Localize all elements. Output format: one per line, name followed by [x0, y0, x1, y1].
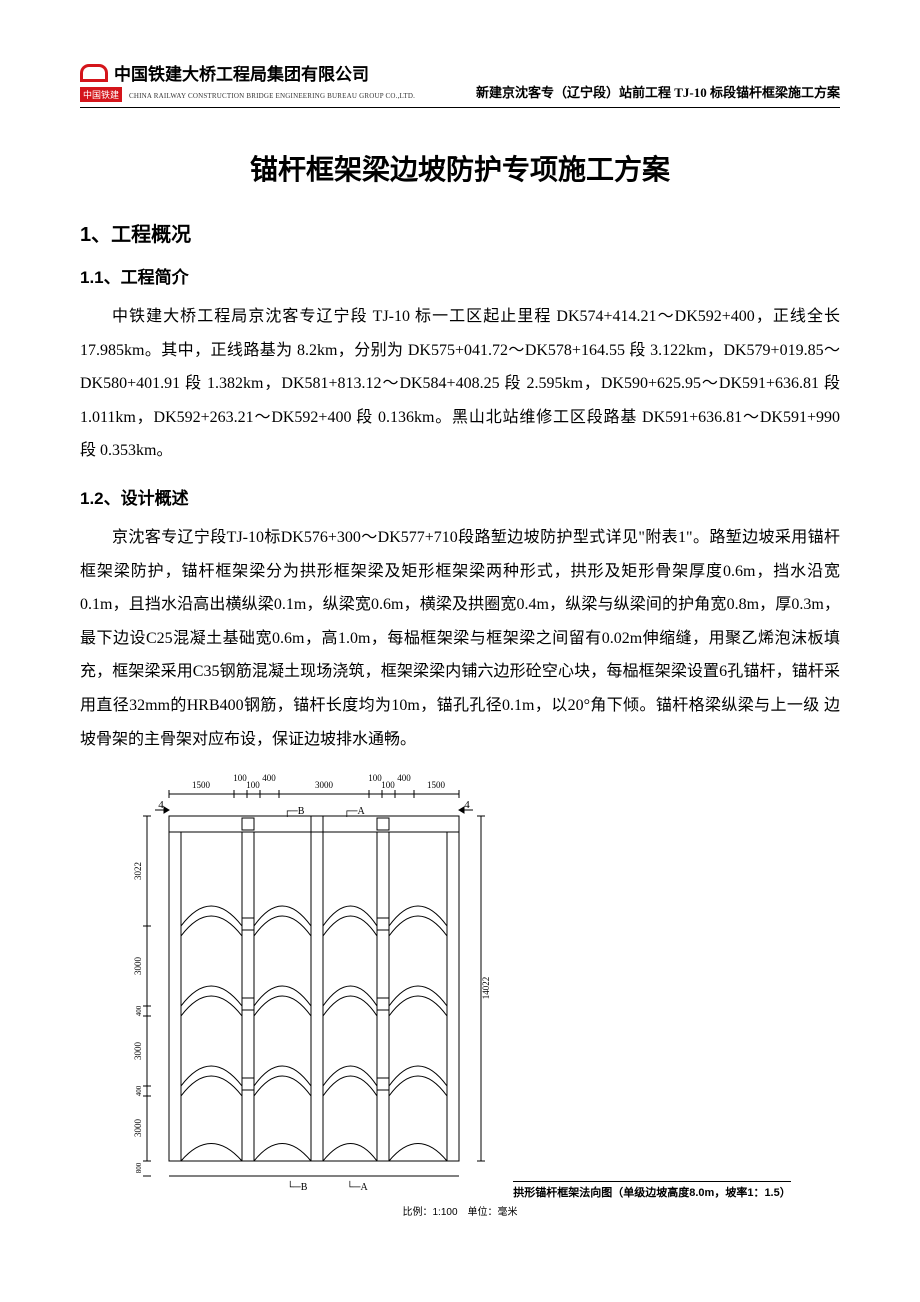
- figure-container: 1500 100 100 400 3000 100 100 400 1500 4…: [80, 766, 840, 1218]
- section-A-bot: └─A: [347, 1180, 369, 1193]
- arch-row-3: [181, 1066, 447, 1096]
- paragraph-intro: 中铁建大桥工程局京沈客专辽宁段 TJ-10 标一工区起止里程 DK574+414…: [80, 300, 840, 468]
- vdim-400-1: 400: [135, 1005, 143, 1016]
- figure-subcaption: 比例：1:100 单位：毫米: [80, 1203, 840, 1218]
- vdim-3000-1: 3000: [133, 957, 143, 976]
- page-header: 中国铁建大桥工程局集团有限公司 中国铁建 CHINA RAILWAY CONST…: [80, 60, 840, 108]
- company-name-cn: 中国铁建大桥工程局集团有限公司: [114, 60, 369, 85]
- vdim-total: 14022: [481, 977, 491, 1000]
- vdim-3000-2: 3000: [133, 1042, 143, 1061]
- header-left: 中国铁建大桥工程局集团有限公司 中国铁建 CHINA RAILWAY CONST…: [80, 60, 415, 103]
- dim-3000: 3000: [315, 780, 334, 790]
- section-B-top: ┌─B: [284, 806, 305, 817]
- dim-1500-r: 1500: [427, 780, 446, 790]
- heading-1-2: 1.2、设计概述: [80, 484, 840, 509]
- section-4-l: 4: [159, 799, 165, 811]
- heading-1: 1、工程概况: [80, 218, 840, 247]
- dim-100-1: 100: [234, 773, 248, 783]
- company-sub-row: 中国铁建 CHINA RAILWAY CONSTRUCTION BRIDGE E…: [80, 85, 415, 103]
- vdim-800: 800: [135, 1162, 143, 1173]
- section-A-top: ┌─A: [344, 806, 366, 817]
- dim-100-3: 100: [369, 773, 383, 783]
- dim-100-2: 100: [247, 780, 261, 790]
- header-right-text: 新建京沈客专（辽宁段）站前工程 TJ-10 标段锚杆框梁施工方案: [476, 82, 840, 103]
- arch-row-1: [181, 906, 447, 936]
- dim-100-4: 100: [382, 780, 396, 790]
- figure-caption: 拱形锚杆框架法向图（单级边坡高度8.0m，坡率1：1.5）: [513, 1181, 790, 1200]
- section-B-bot: └─B: [287, 1180, 308, 1193]
- document-title: 锚杆框架梁边坡防护专项施工方案: [80, 148, 840, 188]
- crcc-badge: 中国铁建: [80, 87, 122, 102]
- heading-1-1: 1.1、工程简介: [80, 263, 840, 288]
- company-name-en: CHINA RAILWAY CONSTRUCTION BRIDGE ENGINE…: [129, 92, 415, 100]
- vdim-3000-3: 3000: [133, 1119, 143, 1138]
- company-row: 中国铁建大桥工程局集团有限公司: [80, 60, 415, 85]
- vdim-400-2: 400: [135, 1085, 143, 1096]
- paragraph-design: 京沈客专辽宁段TJ-10标DK576+300～DK577+710段路堑边坡防护型…: [80, 521, 840, 756]
- dim-1500-l: 1500: [192, 780, 211, 790]
- dim-400-l: 400: [263, 773, 277, 783]
- crcc-logo-icon: [80, 64, 108, 82]
- frame-beam-diagram: 1500 100 100 400 3000 100 100 400 1500 4…: [129, 766, 509, 1196]
- arch-row-2: [181, 986, 447, 1016]
- arch-row-4: [181, 1144, 447, 1162]
- dim-400-r: 400: [398, 773, 412, 783]
- section-4-r: 4: [465, 799, 471, 811]
- vdim-3022: 3022: [133, 862, 143, 880]
